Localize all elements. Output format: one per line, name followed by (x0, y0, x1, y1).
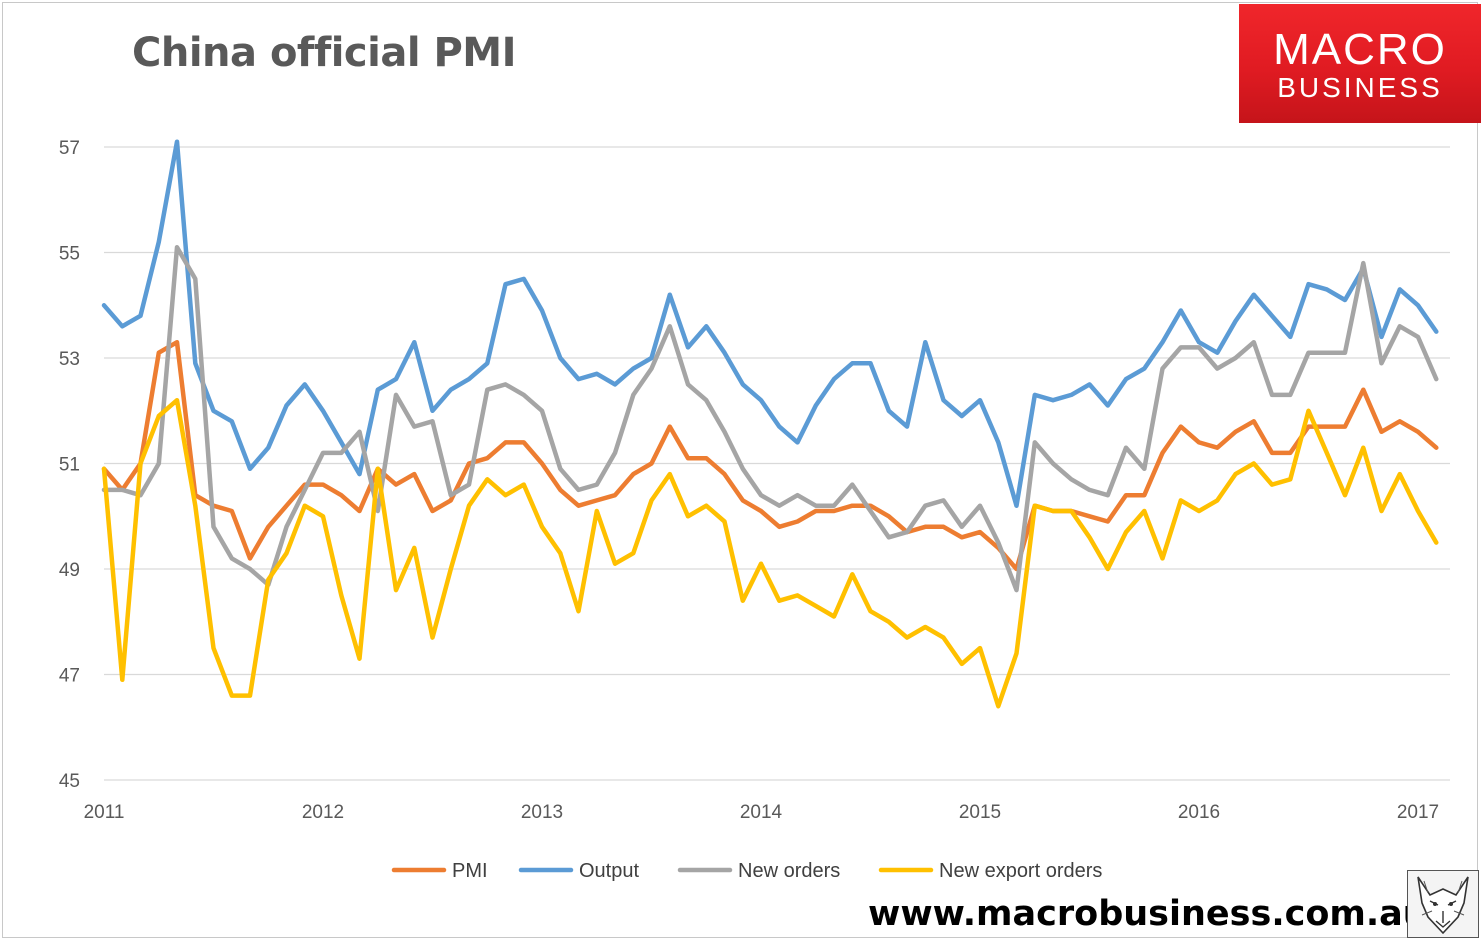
legend-label-new-orders: New orders (738, 860, 840, 882)
y-tick-label: 45 (59, 771, 80, 792)
y-tick-label: 51 (59, 455, 80, 476)
x-tick-label: 2015 (959, 802, 1001, 823)
y-tick-label: 53 (59, 349, 80, 370)
x-tick-label: 2011 (84, 802, 125, 823)
macro-business-logo: MACRO BUSINESS (1239, 4, 1481, 123)
x-tick-label: 2014 (740, 802, 783, 823)
y-tick-label: 49 (59, 560, 80, 581)
x-tick-label: 2013 (521, 802, 563, 823)
series-line-new-export-orders (101, 397, 1439, 709)
y-tick-label: 47 (59, 666, 80, 687)
logo-text-macro: MACRO (1273, 25, 1447, 74)
y-tick-label: 57 (59, 138, 80, 159)
logo-text-business: BUSINESS (1277, 72, 1443, 103)
wolf-mascot-image (1407, 870, 1479, 938)
x-tick-label: 2012 (302, 802, 344, 823)
series-line-new-orders (101, 244, 1439, 593)
legend-label-pmi: PMI (452, 860, 488, 882)
x-tick-label: 2017 (1397, 802, 1439, 823)
series-line-pmi (101, 339, 1439, 572)
y-tick-label: 55 (59, 244, 80, 265)
legend-label-output: Output (579, 860, 639, 882)
legend-label-new-export-orders: New export orders (939, 860, 1102, 882)
series-line-output (101, 139, 1439, 508)
website-url: www.macrobusiness.com.au (868, 894, 1428, 934)
x-tick-label: 2016 (1178, 802, 1220, 823)
chart-title: China official PMI (132, 30, 517, 76)
